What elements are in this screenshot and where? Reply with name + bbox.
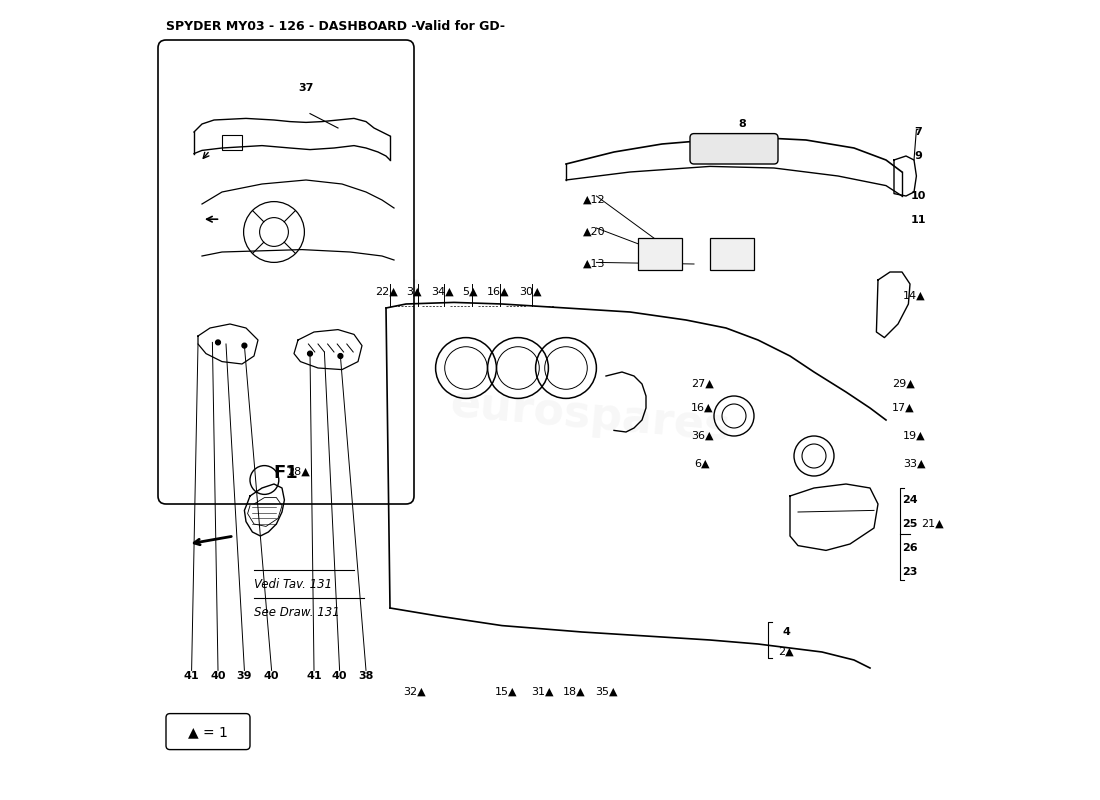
Bar [710,238,754,270]
Text: 36▲: 36▲ [691,431,713,441]
Circle shape [308,351,312,356]
Text: 14▲: 14▲ [903,291,925,301]
Text: 28▲: 28▲ [287,467,309,477]
Text: 38: 38 [359,671,374,681]
FancyBboxPatch shape [158,40,414,504]
Text: 40: 40 [264,671,279,681]
Text: 27▲: 27▲ [691,379,714,389]
Text: F1: F1 [274,463,298,482]
Text: 7: 7 [914,127,922,137]
Text: 32▲: 32▲ [403,687,426,697]
Text: eurospares: eurospares [448,382,732,450]
FancyBboxPatch shape [690,134,778,164]
Text: 33▲: 33▲ [903,459,925,469]
Text: ▲20: ▲20 [583,227,605,237]
Text: 30▲: 30▲ [519,287,541,297]
Text: 3▲: 3▲ [406,287,421,297]
Text: 4: 4 [782,627,790,637]
Bar [638,238,682,270]
Text: 35▲: 35▲ [595,687,617,697]
Text: 21▲: 21▲ [921,519,944,529]
Circle shape [242,343,246,348]
Text: 22▲: 22▲ [375,287,397,297]
Text: 16▲: 16▲ [691,403,713,413]
Text: 31▲: 31▲ [530,687,553,697]
Text: 5▲: 5▲ [462,287,477,297]
Text: 19▲: 19▲ [903,431,925,441]
Text: 39: 39 [236,671,252,681]
Text: See Draw. 131: See Draw. 131 [254,606,340,618]
Text: ▲13: ▲13 [583,259,605,269]
Text: 18▲: 18▲ [563,687,585,697]
Text: 26: 26 [902,543,917,553]
Circle shape [338,354,343,358]
Text: 17▲: 17▲ [892,403,915,413]
Text: 25: 25 [902,519,917,529]
Text: 34▲: 34▲ [431,287,453,297]
Circle shape [216,340,220,345]
Text: 41: 41 [306,671,322,681]
Text: Vedi Tav. 131: Vedi Tav. 131 [254,578,332,590]
Text: 24: 24 [902,495,917,505]
Text: 23: 23 [902,567,917,577]
Text: eurospares: eurospares [229,257,424,303]
Text: 9: 9 [914,151,922,161]
Text: 15▲: 15▲ [495,687,517,697]
Text: 29▲: 29▲ [892,379,915,389]
Text: SPYDER MY03 - 126 - DASHBOARD -Valid for GD-: SPYDER MY03 - 126 - DASHBOARD -Valid for… [166,20,505,33]
Bar [222,135,242,150]
Text: 40: 40 [332,671,348,681]
Text: 10: 10 [911,191,926,201]
Text: 8: 8 [738,119,746,129]
Text: 16▲: 16▲ [486,287,509,297]
Text: 41: 41 [184,671,199,681]
Text: ▲12: ▲12 [583,195,605,205]
Text: 6▲: 6▲ [694,459,710,469]
Text: ▲ = 1: ▲ = 1 [188,725,228,739]
Text: 37: 37 [298,83,314,93]
Text: 11: 11 [911,215,926,225]
Text: 2▲: 2▲ [778,647,794,657]
Text: 40: 40 [210,671,225,681]
